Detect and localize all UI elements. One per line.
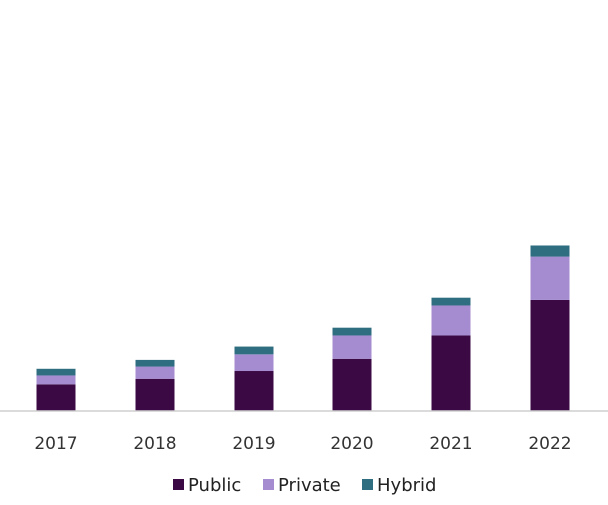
x-tick-label: 2021 bbox=[429, 434, 472, 454]
bar-hybrid-2019 bbox=[234, 346, 274, 355]
bars-group bbox=[36, 245, 570, 411]
bar-hybrid-2018 bbox=[135, 359, 175, 367]
bar-private-2020 bbox=[332, 335, 372, 359]
bar-public-2021 bbox=[431, 335, 471, 411]
x-tick-label: 2017 bbox=[34, 434, 77, 454]
bar-private-2017 bbox=[36, 375, 76, 385]
bar-public-2019 bbox=[234, 371, 274, 411]
bar-public-2022 bbox=[530, 299, 570, 411]
x-tick-label: 2020 bbox=[330, 434, 373, 454]
legend-label-hybrid: Hybrid bbox=[377, 475, 436, 496]
bar-private-2022 bbox=[530, 256, 570, 300]
bar-hybrid-2022 bbox=[530, 245, 570, 257]
bar-public-2017 bbox=[36, 384, 76, 411]
legend-label-public: Public bbox=[188, 475, 241, 496]
legend-swatch-hybrid bbox=[362, 479, 373, 490]
bar-private-2018 bbox=[135, 366, 175, 379]
legend: Public Private Hybrid bbox=[173, 475, 436, 496]
legend-label-private: Private bbox=[278, 475, 341, 496]
bar-hybrid-2017 bbox=[36, 368, 76, 376]
legend-swatch-public bbox=[173, 479, 184, 490]
x-tick-label: 2018 bbox=[133, 434, 176, 454]
x-tick-label: 2022 bbox=[528, 434, 571, 454]
bar-public-2020 bbox=[332, 358, 372, 411]
legend-swatch-private bbox=[263, 479, 274, 490]
bar-private-2019 bbox=[234, 354, 274, 372]
bar-public-2018 bbox=[135, 378, 175, 411]
x-tick-labels: 2017 2018 2019 2020 2021 2022 bbox=[34, 434, 571, 454]
x-tick-label: 2019 bbox=[232, 434, 275, 454]
bar-hybrid-2021 bbox=[431, 297, 471, 306]
bar-hybrid-2020 bbox=[332, 327, 372, 336]
bar-private-2021 bbox=[431, 305, 471, 336]
